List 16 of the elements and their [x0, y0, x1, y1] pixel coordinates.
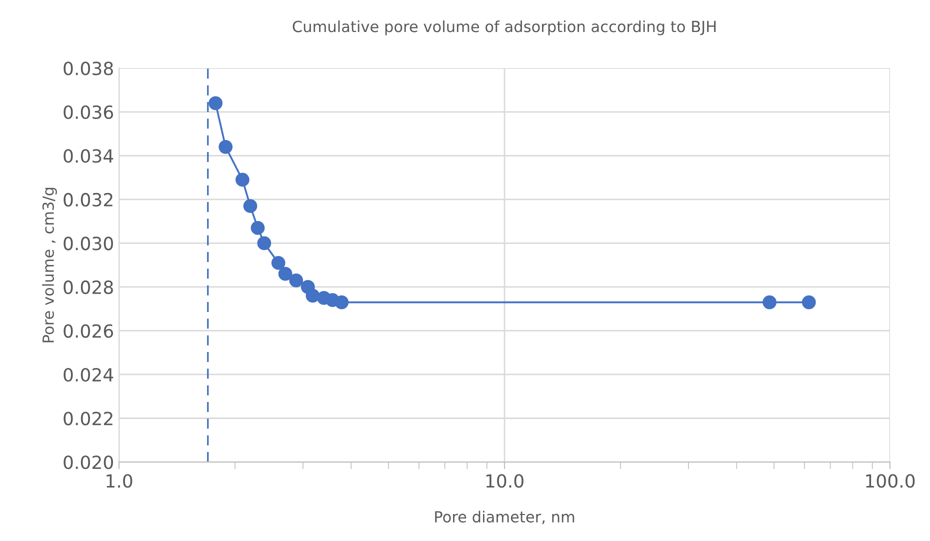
x-tick-label: 1.0 — [106, 474, 132, 488]
x-tick-label: 10.0 — [486, 474, 524, 488]
y-tick-label: 0.036 — [64, 105, 114, 120]
y-tick-label: 0.026 — [64, 324, 114, 338]
y-tick-label: 0.038 — [64, 62, 113, 76]
chart-title: Cumulative pore volume of adsorption according to BJH — [292, 20, 716, 36]
y-tick-label: 0.032 — [64, 192, 112, 207]
x-axis-title: Pore diameter, nm — [435, 510, 574, 524]
y-tick-label: 0.030 — [64, 236, 113, 250]
y-axis-title: Pore volume , cm3/g — [42, 188, 57, 342]
y-tick-label: 0.034 — [64, 149, 114, 163]
y-tick-label: 0.020 — [64, 455, 113, 470]
y-tick-label: 0.024 — [64, 368, 114, 382]
y-tick-label: 0.022 — [64, 412, 112, 426]
y-tick-label: 0.028 — [64, 280, 113, 294]
x-tick-label: 100.0 — [866, 474, 915, 488]
